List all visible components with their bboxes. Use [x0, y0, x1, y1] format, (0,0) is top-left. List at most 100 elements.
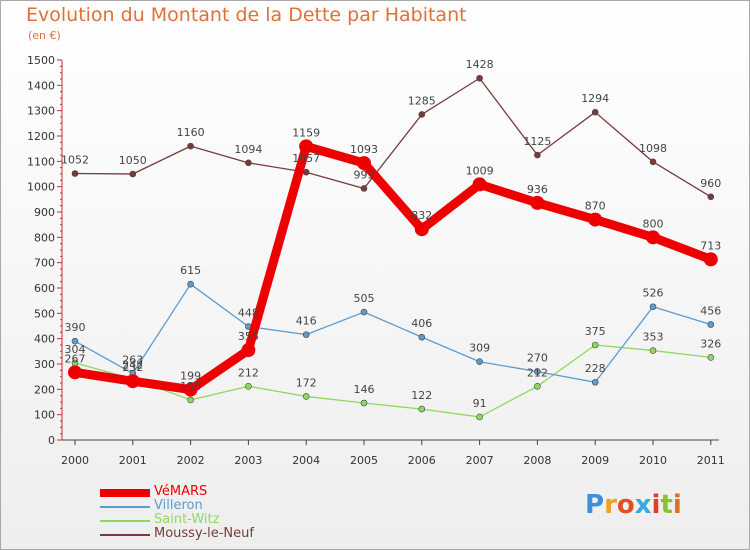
x-tick-label: 2008	[523, 454, 551, 467]
data-label: 91	[473, 397, 487, 410]
data-label: 1050	[119, 154, 147, 167]
logo-letter: i	[651, 490, 661, 520]
data-point	[418, 333, 426, 341]
data-point	[707, 321, 715, 328]
logo-letter: t	[660, 490, 673, 520]
legend-item: Villeron	[100, 498, 320, 514]
y-tick-label: 1000	[27, 181, 55, 194]
data-label: 232	[122, 361, 143, 374]
data-label: 713	[700, 239, 721, 252]
y-tick-label: 0	[48, 434, 55, 447]
data-point	[299, 139, 314, 154]
y-tick-label: 1100	[27, 155, 55, 168]
logo-letter: r	[604, 490, 617, 520]
legend-label: Moussy-le-Neuf	[154, 526, 254, 541]
data-label: 832	[411, 209, 432, 222]
line-chart: 0 100 200 300 400 500 600 700 800 900 1000 1100 1200…	[27, 54, 725, 467]
series-line	[70, 141, 716, 395]
data-label: 1160	[177, 126, 205, 139]
data-label: 242	[122, 359, 143, 372]
data-label: 267	[65, 352, 86, 365]
data-label: 355	[238, 330, 259, 343]
x-tick-label: 2002	[177, 454, 205, 467]
legend-label: VéMARS	[154, 484, 208, 499]
data-point	[534, 151, 541, 159]
y-tick-label: 100	[34, 409, 55, 422]
data-label: 375	[585, 325, 606, 338]
data-point	[241, 343, 256, 358]
data-point	[360, 185, 368, 192]
data-label: 505	[354, 292, 375, 305]
x-tick-label: 2003	[234, 454, 262, 467]
legend-item: VéMARS	[100, 484, 320, 500]
data-point	[591, 341, 599, 349]
data-label: 146	[354, 383, 375, 396]
data-point	[357, 156, 371, 171]
data-label: 228	[585, 362, 606, 375]
data-point	[360, 308, 368, 316]
data-point	[71, 337, 79, 345]
x-tick-label: 2000	[61, 454, 89, 467]
data-point	[476, 413, 483, 421]
data-label: 212	[238, 366, 259, 379]
data-label: 1285	[408, 94, 436, 107]
data-label: 526	[643, 287, 664, 300]
logo-letter: o	[616, 490, 635, 520]
data-point	[649, 158, 657, 166]
data-point	[302, 393, 310, 400]
series-line	[74, 344, 712, 418]
data-point	[591, 378, 599, 386]
legend-swatch	[100, 520, 150, 522]
data-point	[414, 222, 429, 237]
data-point	[302, 331, 310, 338]
legend-label: Saint-Witz	[154, 512, 220, 527]
chart-title: Evolution du Montant de la Dette par Hab…	[26, 4, 467, 26]
x-tick-label: 2004	[292, 454, 320, 467]
data-point	[646, 230, 660, 245]
data-point	[418, 405, 426, 413]
data-label: 615	[180, 264, 201, 277]
data-point	[245, 159, 252, 167]
data-label: 1093	[350, 143, 378, 156]
x-tick-label: 2001	[119, 454, 147, 467]
data-point	[703, 252, 718, 267]
data-point	[534, 382, 541, 390]
x-tick-label: 2009	[581, 454, 609, 467]
data-label: 960	[700, 177, 721, 190]
legend-swatch	[100, 506, 150, 508]
data-point	[588, 212, 603, 227]
data-label: 1052	[61, 153, 89, 166]
data-label: 270	[527, 352, 548, 365]
x-tick-label: 2006	[408, 454, 436, 467]
logo-letter: i	[672, 490, 682, 520]
data-label: 456	[700, 304, 721, 317]
data-label: 172	[296, 376, 317, 389]
data-label: 212	[527, 366, 548, 379]
data-label: 309	[469, 342, 490, 355]
data-point	[534, 368, 541, 375]
legend-item: Moussy-le-Neuf	[100, 526, 320, 542]
data-point	[125, 374, 140, 389]
data-point	[649, 303, 657, 311]
data-label: 263	[122, 353, 143, 366]
data-point	[530, 195, 545, 210]
data-point	[71, 170, 79, 177]
data-label: 1094	[234, 143, 262, 156]
data-label: 1098	[639, 142, 667, 155]
data-point	[591, 108, 599, 116]
x-tick-label: 2011	[697, 454, 725, 467]
data-label: 870	[585, 200, 606, 213]
data-label: 304	[65, 343, 86, 356]
data-point	[476, 74, 483, 82]
y-tick-label: 700	[34, 257, 55, 270]
y-tick-label: 400	[34, 333, 55, 346]
data-label: 353	[643, 331, 664, 344]
chart-subtitle: (en €)	[28, 29, 61, 42]
y-tick-label: 300	[34, 358, 55, 371]
data-label: 1057	[292, 152, 320, 165]
data-point	[707, 354, 715, 361]
x-tick-label: 2007	[466, 454, 494, 467]
y-tick-label: 1200	[27, 130, 55, 143]
data-point	[472, 177, 487, 192]
